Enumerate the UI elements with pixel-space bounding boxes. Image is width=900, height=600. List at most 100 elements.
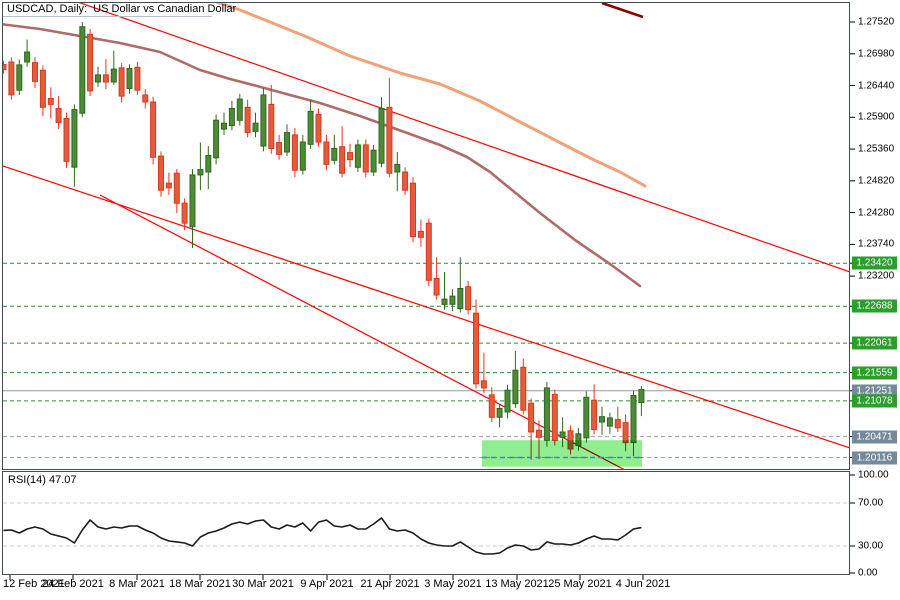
candle-body: [441, 298, 448, 305]
price-level-badge: 1.21251: [852, 384, 897, 398]
candle-body: [449, 295, 456, 305]
date-axis-label: 30 Mar 2021: [232, 578, 294, 590]
candle-body: [252, 122, 259, 132]
candle-body: [323, 141, 330, 165]
candle-body: [228, 108, 235, 127]
candle-body: [638, 389, 645, 404]
candle-body: [165, 182, 172, 189]
candle-body: [173, 172, 180, 204]
price-level-badge: 1.21559: [852, 366, 897, 380]
price-level-badge: 1.20116: [852, 451, 897, 465]
date-axis-label: 21 Apr 2021: [360, 578, 420, 590]
candle-body: [3, 63, 7, 71]
candle-body: [559, 431, 566, 438]
candle-body: [331, 148, 338, 161]
candle-body: [55, 108, 62, 124]
rsi-axis-label: 70.00: [858, 497, 884, 509]
price-axis-label: 1.27520: [858, 16, 895, 28]
candle-body: [551, 393, 558, 441]
candle-body: [268, 103, 275, 149]
rsi-pane-content: [3, 502, 849, 555]
candle-body: [543, 387, 550, 441]
candle-body: [236, 98, 243, 121]
support-zone-rectangle: [482, 440, 642, 467]
candle-body: [512, 369, 519, 405]
rsi-axis-label: 0.00: [858, 567, 878, 579]
main-pane-content: [3, 3, 849, 469]
date-axis-label: 8 Mar 2021: [109, 578, 165, 590]
price-axis-label: 1.25900: [858, 111, 895, 123]
candle-body: [394, 163, 401, 173]
candle-body: [260, 94, 267, 147]
candle-body: [24, 51, 31, 63]
price-axis-label: 1.23200: [858, 270, 895, 282]
candle-body: [307, 110, 314, 145]
candle-body: [213, 119, 220, 159]
price-level-badge: 1.22688: [852, 299, 897, 313]
candle-body: [528, 402, 535, 433]
candle-body: [347, 152, 353, 161]
candle-body: [32, 62, 38, 82]
candle-body: [622, 422, 629, 444]
candle-body: [339, 146, 346, 174]
candle-body: [473, 312, 479, 385]
rsi-axis-label: 30.00: [858, 540, 884, 552]
price-axis-label: 1.24280: [858, 207, 895, 219]
date-axis-label: 18 Mar 2021: [169, 578, 231, 590]
candle-body: [110, 68, 117, 83]
candle-body: [299, 141, 306, 171]
candle-body: [181, 202, 188, 224]
candle-body: [520, 366, 527, 411]
ma-fast-line: [3, 23, 642, 288]
candle-body: [614, 419, 621, 429]
candle-body: [599, 416, 605, 423]
candle-body: [276, 142, 283, 155]
price-axis-label: 1.24820: [858, 175, 895, 187]
chart-title: USDCAD, Daily: US Dollar vs Canadian Dol…: [7, 3, 237, 15]
candle-body: [583, 396, 590, 439]
candle-body: [354, 144, 361, 168]
candle-body: [150, 101, 157, 158]
candle-body: [291, 134, 298, 171]
price-axis-label: 1.26980: [858, 48, 895, 60]
candle-body: [630, 395, 637, 444]
candle-body: [488, 394, 495, 418]
candle-body: [63, 118, 70, 162]
date-axis-label: 12 Feb 2021: [3, 578, 65, 590]
candle-body: [425, 222, 432, 281]
candle-body: [118, 67, 125, 97]
rsi-line: [3, 517, 642, 555]
candle-body: [457, 288, 464, 309]
price-axis-label: 1.26440: [858, 80, 895, 92]
candle-body: [221, 122, 227, 130]
candle-body: [142, 94, 149, 103]
candle-body: [189, 174, 196, 228]
date-axis-label: 9 Apr 2021: [300, 578, 354, 590]
rsi-axis-label: 100.00: [858, 469, 889, 481]
date-axis-label: 25 May 2021: [548, 578, 612, 590]
candle-body: [362, 144, 369, 173]
trendline-upper-channel: [78, 3, 849, 273]
candle-body: [197, 169, 204, 176]
candle-body: [504, 389, 511, 413]
dark-red-trend-segment: [601, 3, 644, 19]
candle-body: [536, 429, 542, 438]
candle-body: [315, 113, 322, 143]
price-axis-label: 1.23740: [858, 238, 895, 250]
candle-body: [480, 380, 487, 389]
candle-body: [410, 182, 416, 238]
candle-body: [134, 66, 141, 91]
candle-body: [433, 278, 440, 296]
candle-body: [386, 106, 393, 174]
candle-body: [47, 98, 54, 105]
price-level-badge: 1.22061: [852, 336, 897, 350]
trendline-lower-channel: [3, 165, 849, 449]
candle-body: [402, 171, 409, 191]
candle-body: [71, 109, 78, 168]
candle-body: [158, 155, 164, 191]
candle-body: [591, 399, 598, 431]
candle-body: [606, 417, 613, 427]
candle-body: [79, 26, 86, 114]
